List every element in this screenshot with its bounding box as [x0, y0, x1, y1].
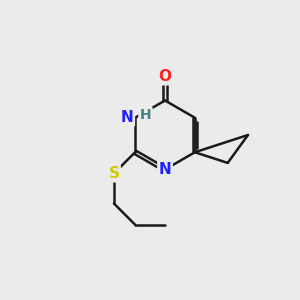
Text: O: O	[158, 69, 172, 84]
Text: N: N	[159, 162, 171, 177]
Text: S: S	[108, 166, 119, 181]
Text: N: N	[121, 110, 134, 125]
Text: H: H	[140, 108, 151, 122]
